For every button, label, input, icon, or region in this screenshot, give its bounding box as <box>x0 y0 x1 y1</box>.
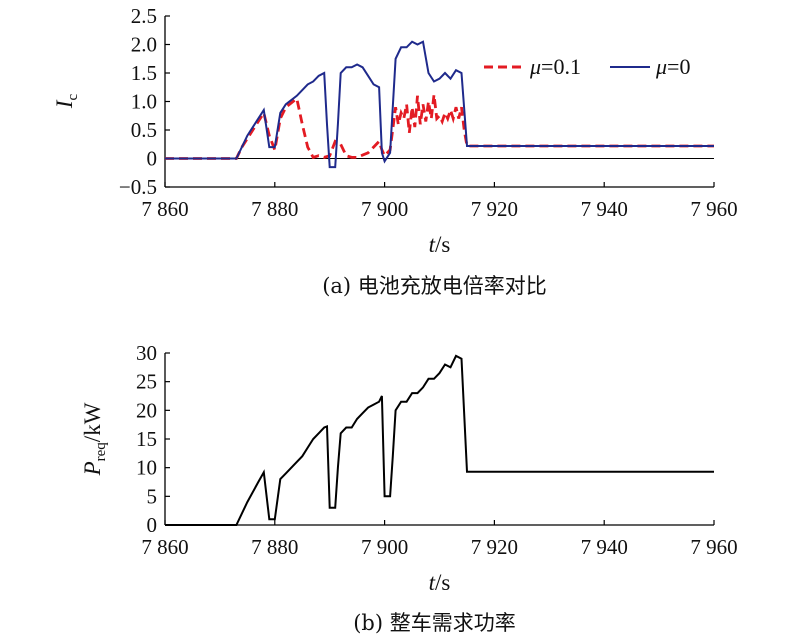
y-tick-label: 20 <box>136 398 157 422</box>
x-tick-label: 7 860 <box>141 197 188 221</box>
y-tick-label: 0.5 <box>131 118 157 142</box>
y-tick-label: 0 <box>147 147 158 171</box>
x-tick-label: 7 860 <box>141 535 188 559</box>
y-tick-label: −0.5 <box>119 175 157 199</box>
series-line-1 <box>165 40 714 169</box>
x-tick-label: 7 940 <box>581 197 628 221</box>
x-tick-label: 7 900 <box>361 535 408 559</box>
y-tick-label: 15 <box>136 427 157 451</box>
x-axis-label: t/s <box>429 232 451 257</box>
y-axis-label: Preq/kW <box>80 402 109 476</box>
y-tick-label: 1.0 <box>131 90 157 114</box>
legend: μ=0.1 μ=0 <box>484 54 690 79</box>
chart-panel-a: −0.5 0 0.5 1.0 1.5 2.0 2.5 7 860 7 880 7 900 7 920… <box>52 4 738 298</box>
x-tick-label: 7 880 <box>251 197 298 221</box>
x-axis-label: t/s <box>429 570 451 595</box>
y-tick-label: 25 <box>136 370 157 394</box>
y-tick-label: 10 <box>136 456 157 480</box>
legend-label-1: μ=0 <box>655 54 690 79</box>
x-tick-label: 7 960 <box>690 535 737 559</box>
legend-label-0: μ=0.1 <box>529 54 581 79</box>
x-tick-label: 7 960 <box>690 197 737 221</box>
y-tick-label: 1.5 <box>131 61 157 85</box>
x-tick-label: 7 900 <box>361 197 408 221</box>
y-tick-label: 30 <box>136 341 157 365</box>
y-tick-label: 0 <box>147 513 158 537</box>
x-tick-label: 7 940 <box>581 535 628 559</box>
series-line-0 <box>165 94 714 160</box>
series-line-0 <box>165 354 714 526</box>
x-tick-label: 7 920 <box>471 535 518 559</box>
chart-caption: (b) 整车需求功率 <box>353 611 516 635</box>
chart-panel-b: 0 5 10 15 20 25 30 7 860 7 880 7 900 7 920 7 940 7 9… <box>80 341 738 635</box>
x-tick-label: 7 920 <box>471 197 518 221</box>
chart-caption: (a) 电池充放电倍率对比 <box>322 274 547 298</box>
y-axis-label: Ic <box>52 94 81 110</box>
x-tick-label: 7 880 <box>251 535 298 559</box>
y-tick-label: 2.0 <box>131 33 157 57</box>
y-tick-label: 5 <box>147 484 158 508</box>
y-tick-label: 2.5 <box>131 4 157 28</box>
